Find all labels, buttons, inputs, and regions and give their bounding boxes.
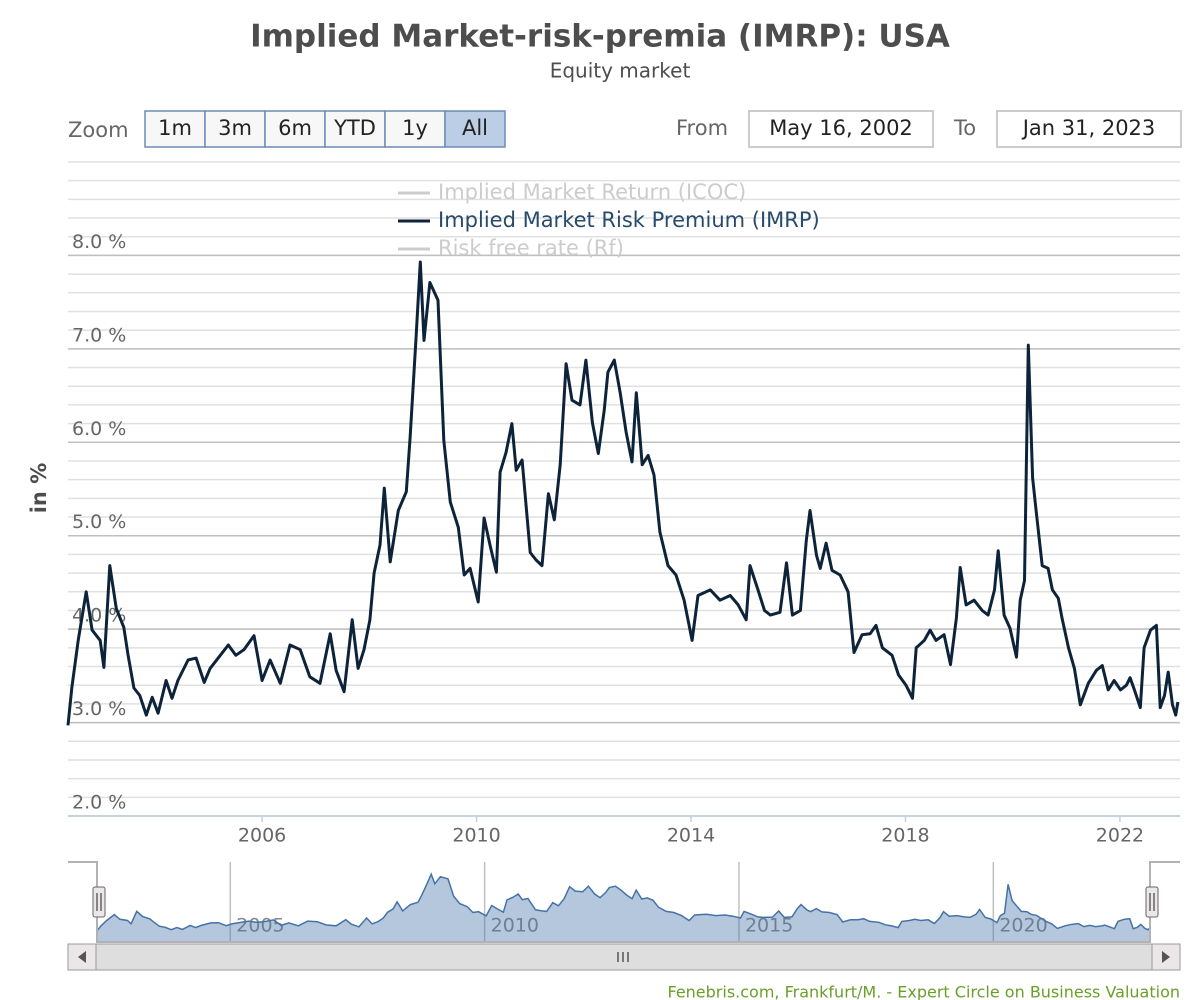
zoom-button-label[interactable]: 6m: [278, 116, 312, 140]
to-input[interactable]: [996, 110, 1182, 148]
chart-title: Implied Market-risk-premia (IMRP): USA: [250, 19, 950, 55]
credits[interactable]: Fenebris.com, Frankfurt/M. - Expert Circ…: [667, 983, 1180, 1000]
zoom-button-label[interactable]: 1m: [158, 116, 192, 140]
to-label: To: [953, 116, 976, 140]
navigator-tick-label: 2020: [999, 915, 1047, 937]
navigator-background: [68, 862, 1180, 942]
navigator-area: [96, 872, 1151, 943]
y-tick-label: 6.0 %: [72, 418, 126, 440]
navigator-handle-grip[interactable]: [1149, 893, 1155, 911]
zoom-label: Zoom: [68, 118, 129, 142]
y-axis-label: in %: [27, 463, 51, 514]
navigator-handle[interactable]: [1145, 886, 1159, 918]
navigator-handle-grip[interactable]: [96, 893, 102, 911]
navigator-tick-label: 2015: [745, 915, 793, 937]
from-label: From: [676, 116, 728, 140]
y-tick-label: 3.0 %: [72, 698, 126, 720]
zoom-button-label[interactable]: 1y: [402, 116, 428, 140]
x-tick-label: 2014: [667, 825, 715, 847]
zoom-button[interactable]: [264, 110, 326, 148]
to-date[interactable]: Jan 31, 2023: [1021, 116, 1156, 140]
y-tick-label: 5.0 %: [72, 511, 126, 533]
navigator-handle[interactable]: [92, 886, 106, 918]
chart-subtitle: Equity market: [550, 59, 691, 83]
scrollbar-left-arrow[interactable]: [78, 951, 86, 963]
zoom-button[interactable]: [444, 110, 506, 148]
navigator-tick-label: 2010: [491, 915, 539, 937]
zoom-button[interactable]: [384, 110, 446, 148]
legend-label[interactable]: Implied Market Risk Premium (IMRP): [438, 208, 820, 232]
from-date[interactable]: May 16, 2002: [769, 116, 913, 140]
x-tick-label: 2010: [452, 825, 500, 847]
y-tick-label: 4.0 %: [72, 605, 126, 627]
zoom-button[interactable]: [324, 110, 386, 148]
scrollbar-right-arrow[interactable]: [1162, 951, 1170, 963]
x-tick-label: 2006: [238, 825, 286, 847]
y-tick-label: 2.0 %: [72, 792, 126, 814]
from-input[interactable]: [748, 110, 934, 148]
x-tick-label: 2022: [1096, 825, 1144, 847]
scrollbar-grip[interactable]: [617, 952, 629, 962]
legend-label[interactable]: Risk free rate (Rf): [438, 236, 624, 260]
zoom-button-label[interactable]: YTD: [333, 116, 376, 140]
series-line: [66, 260, 1180, 726]
x-tick-label: 2018: [881, 825, 929, 847]
y-tick-label: 8.0 %: [72, 231, 126, 253]
zoom-button-label[interactable]: All: [462, 116, 488, 140]
legend-label[interactable]: Implied Market Return (ICOC): [438, 180, 746, 204]
zoom-button[interactable]: [144, 110, 206, 148]
zoom-button-label[interactable]: 3m: [218, 116, 252, 140]
y-tick-label: 7.0 %: [72, 324, 126, 346]
navigator-outline: [68, 861, 1180, 943]
scrollbar-thumb[interactable]: [95, 943, 1153, 971]
